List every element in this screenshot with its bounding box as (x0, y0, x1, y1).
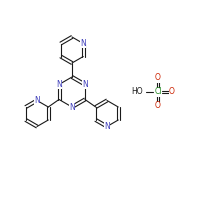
Text: N: N (80, 39, 86, 48)
Text: O: O (169, 88, 175, 97)
Text: N: N (56, 80, 62, 89)
Text: N: N (69, 102, 75, 112)
Text: HO: HO (131, 88, 143, 97)
Text: N: N (34, 96, 40, 105)
Text: O: O (155, 102, 161, 110)
Text: N: N (104, 122, 110, 131)
Text: O: O (155, 73, 161, 82)
Text: Cl: Cl (154, 88, 162, 97)
Text: N: N (82, 80, 88, 89)
